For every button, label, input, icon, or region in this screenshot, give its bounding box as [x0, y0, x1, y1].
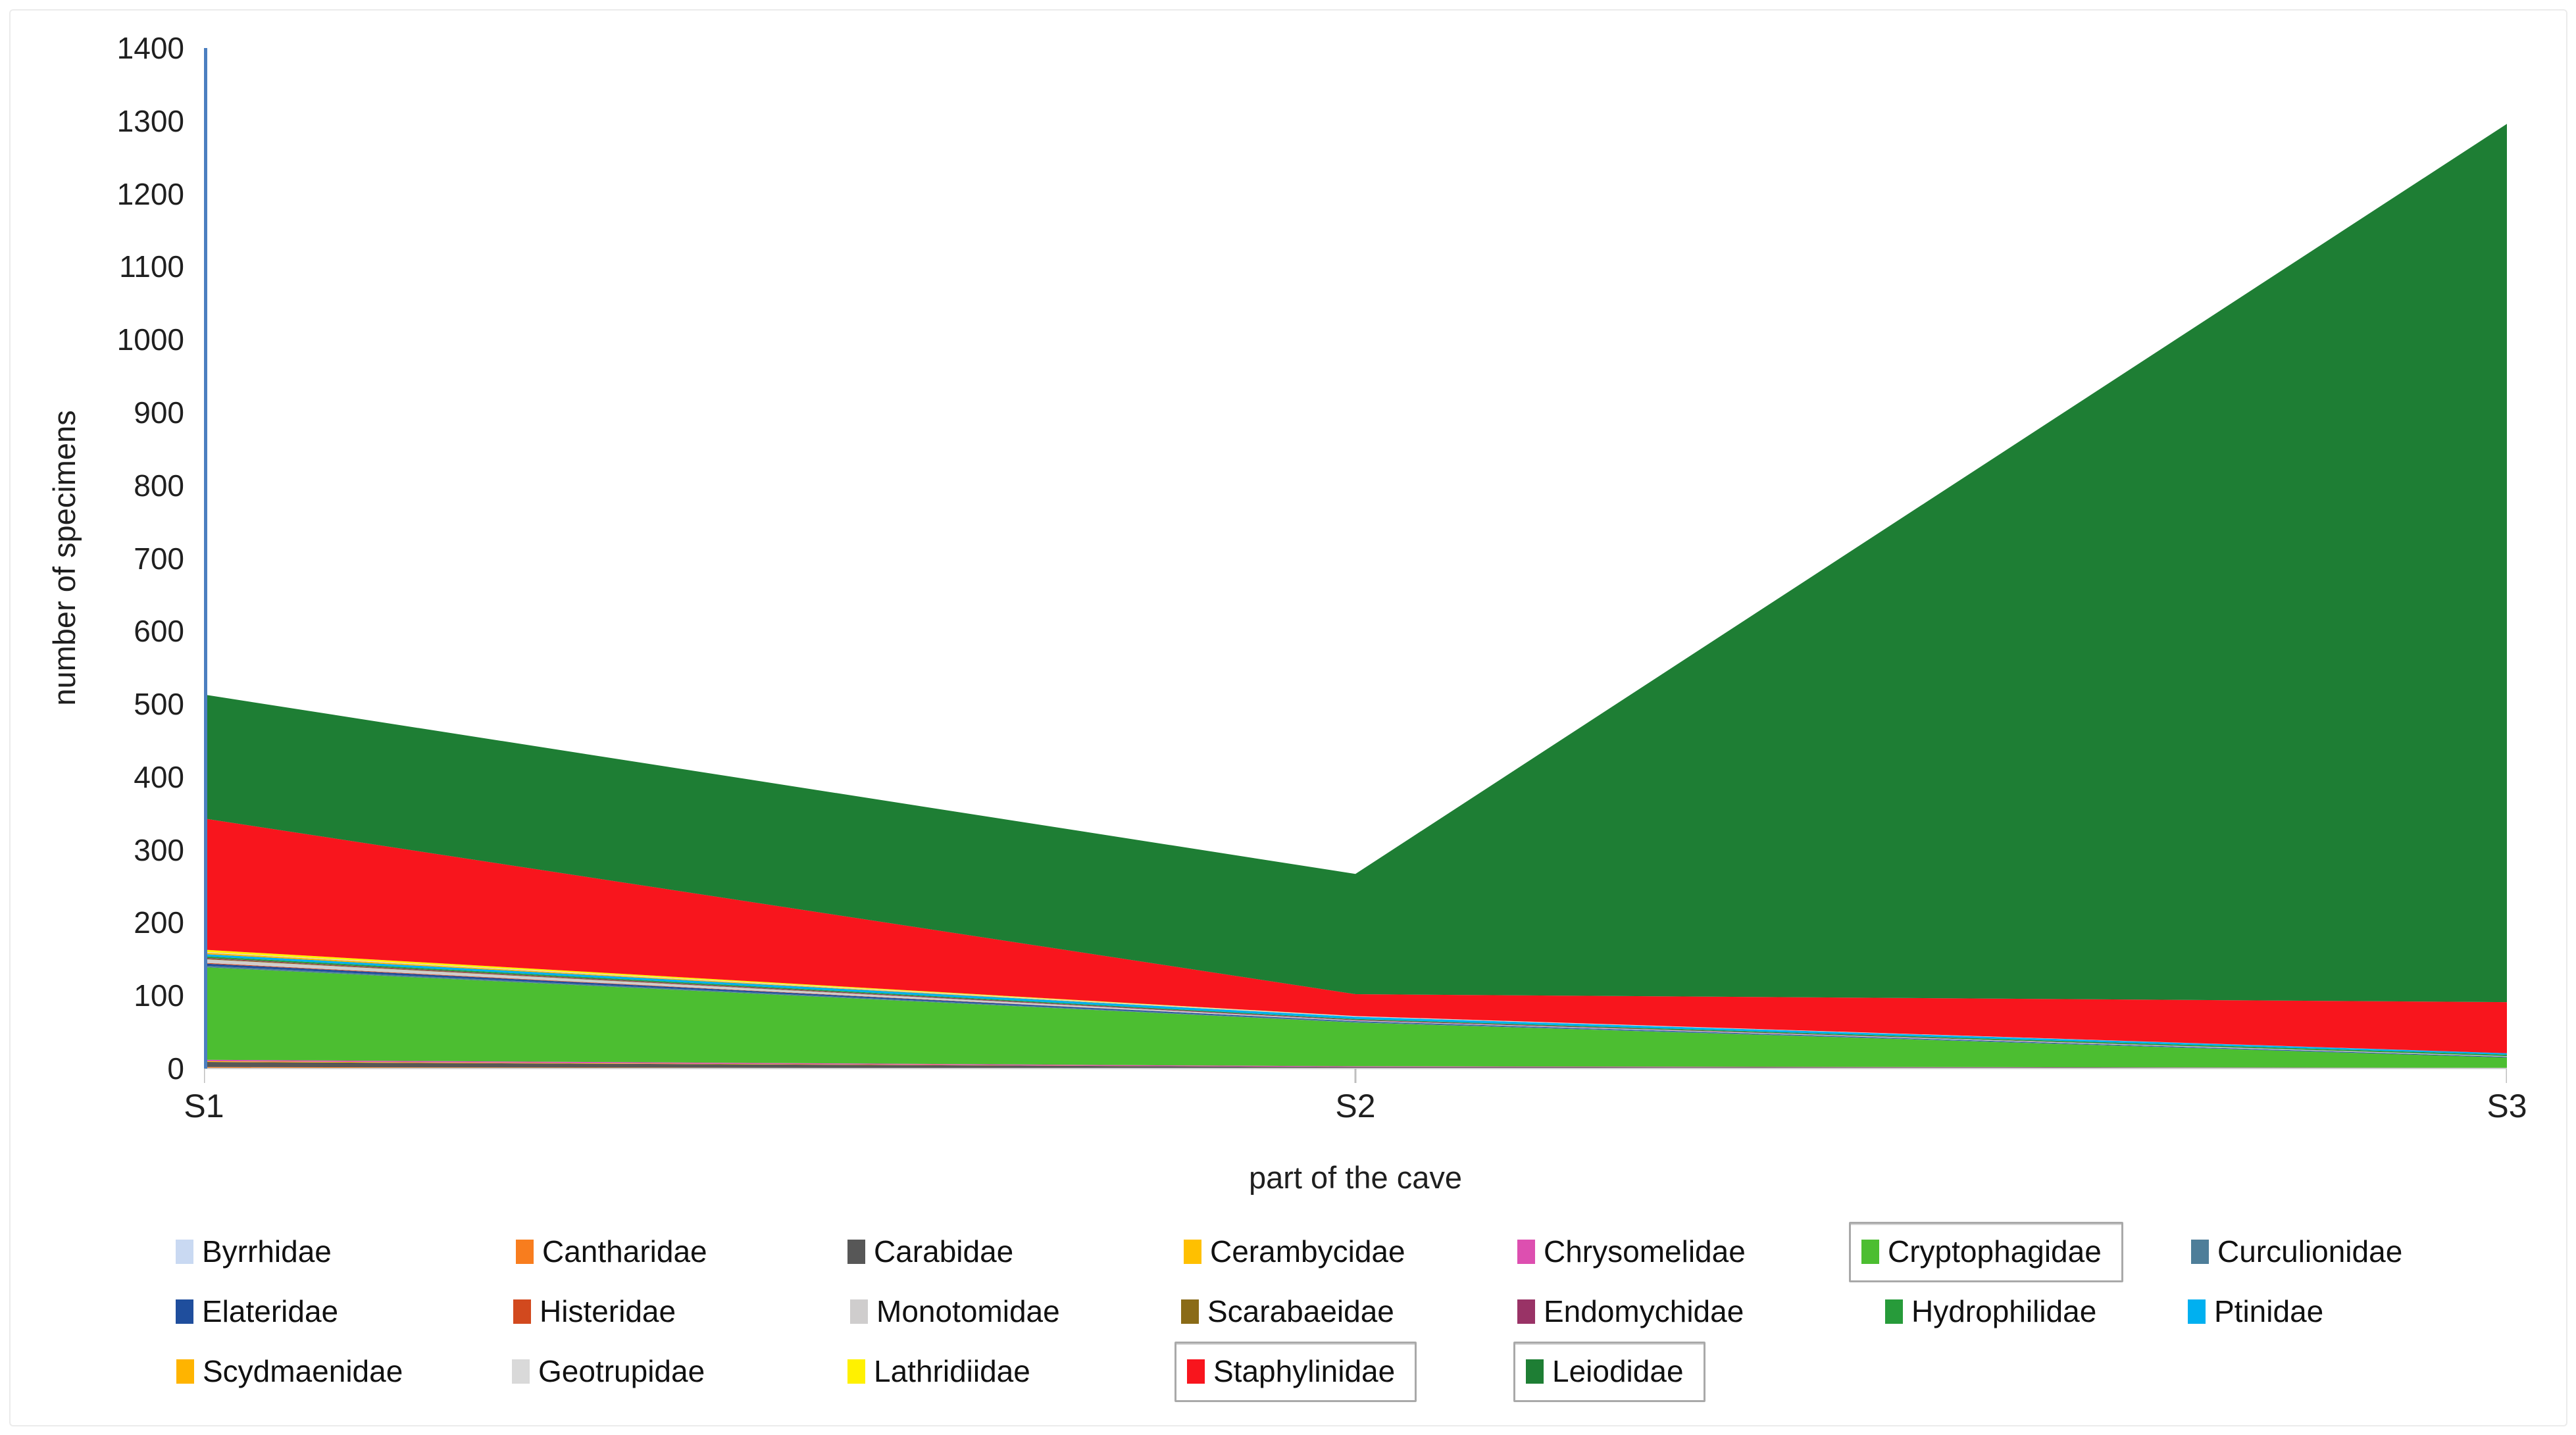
legend-swatch [1181, 1299, 1199, 1324]
legend-label: Hydrophilidae [1911, 1294, 2097, 1328]
y-tick-label: 200 [134, 905, 184, 940]
legend-swatch [1517, 1299, 1535, 1324]
legend-item-hydrophilidae: Hydrophilidae [1885, 1293, 2096, 1330]
legend-item-curculionidae: Curculionidae [2191, 1233, 2402, 1270]
legend-item-leiodidae: Leiodidae [1513, 1342, 1705, 1402]
y-tick-label: 1000 [116, 322, 184, 357]
legend-swatch [516, 1239, 534, 1264]
legend-swatch [1184, 1239, 1201, 1264]
legend-item-byrrhidae: Byrrhidae [176, 1233, 332, 1270]
legend-swatch [176, 1359, 194, 1384]
y-tick-label: 500 [134, 687, 184, 722]
y-tick-label: 1300 [116, 103, 184, 138]
legend-swatch [847, 1359, 865, 1384]
legend-swatch [176, 1239, 193, 1264]
legend-swatch [1885, 1299, 1903, 1324]
y-tick-label: 600 [134, 614, 184, 649]
y-tick-label: 0 [167, 1051, 184, 1086]
legend-item-ptinidae: Ptinidae [2188, 1293, 2323, 1330]
area-leiodidae [204, 124, 2507, 1003]
legend-item-histeridae: Histeridae [513, 1293, 676, 1330]
y-tick-label: 400 [134, 759, 184, 794]
figure-frame [9, 9, 2567, 1426]
y-axis-line [204, 48, 207, 1069]
area-cryptophagidae [204, 967, 2507, 1068]
legend-label: Monotomidae [876, 1294, 1060, 1328]
legend-swatch [1187, 1359, 1205, 1384]
area-carabidae [204, 1062, 2507, 1069]
legend-label: Curculionidae [2217, 1234, 2403, 1269]
y-tick-label: 300 [134, 832, 184, 867]
x-tick-label: S1 [184, 1088, 224, 1124]
x-tick-label: S3 [2487, 1088, 2527, 1124]
legend-item-staphylinidae: Staphylinidae [1174, 1342, 1417, 1402]
legend-swatch [2191, 1239, 2209, 1264]
legend-item-scydmaenidae: Scydmaenidae [176, 1353, 403, 1390]
legend-swatch [176, 1299, 193, 1324]
legend-item-monotomidae: Monotomidae [850, 1293, 1060, 1330]
legend-swatch [1517, 1239, 1535, 1264]
legend-swatch [1526, 1359, 1544, 1384]
legend-label: Chrysomelidae [1544, 1234, 1746, 1269]
legend-label: Lathridiidae [874, 1354, 1030, 1388]
legend-swatch [1861, 1239, 1879, 1264]
legend-swatch [847, 1239, 865, 1264]
legend-label: Staphylinidae [1213, 1354, 1396, 1388]
legend-label: Elateridae [202, 1294, 339, 1328]
legend-label: Byrrhidae [202, 1234, 332, 1269]
x-axis-title: part of the cave [1249, 1160, 1462, 1195]
y-tick-label: 1200 [116, 176, 184, 211]
legend-label: Scydmaenidae [203, 1354, 403, 1388]
legend-swatch [2188, 1299, 2206, 1324]
legend-label: Scarabaeidae [1207, 1294, 1394, 1328]
legend-label: Cerambycidae [1210, 1234, 1405, 1269]
legend-item-cantharidae: Cantharidae [516, 1233, 707, 1270]
y-tick-label: 700 [134, 541, 184, 576]
legend-item-elateridae: Elateridae [176, 1293, 338, 1330]
legend-item-scarabaeidae: Scarabaeidae [1181, 1293, 1394, 1330]
legend-swatch [850, 1299, 868, 1324]
y-tick-label: 100 [134, 978, 184, 1013]
legend-label: Endomychidae [1544, 1294, 1744, 1328]
legend-label: Leiodidae [1552, 1354, 1684, 1388]
y-tick-label: 1400 [116, 31, 184, 65]
legend-item-geotrupidae: Geotrupidae [512, 1353, 705, 1390]
legend-item-carabidae: Carabidae [847, 1233, 1013, 1270]
legend-item-endomychidae: Endomychidae [1517, 1293, 1744, 1330]
y-tick-label: 800 [134, 468, 184, 503]
legend-item-lathridiidae: Lathridiidae [847, 1353, 1030, 1390]
area-staphylinidae [204, 818, 2507, 1053]
stacked-area-plot [203, 48, 2508, 1083]
legend-item-chrysomelidae: Chrysomelidae [1517, 1233, 1746, 1270]
y-tick-label: 900 [134, 395, 184, 430]
legend-label: Ptinidae [2214, 1294, 2324, 1328]
legend-label: Histeridae [540, 1294, 676, 1328]
legend-item-cerambycidae: Cerambycidae [1184, 1233, 1405, 1270]
legend-swatch [513, 1299, 531, 1324]
legend-label: Cryptophagidae [1888, 1234, 2102, 1269]
legend-swatch [512, 1359, 530, 1384]
plot-area [203, 48, 2508, 1089]
y-tick-label: 1100 [119, 249, 184, 284]
legend-item-cryptophagidae: Cryptophagidae [1849, 1222, 2123, 1282]
legend-label: Geotrupidae [538, 1354, 705, 1388]
x-tick-label: S2 [1335, 1088, 1376, 1124]
legend-label: Cantharidae [542, 1234, 707, 1269]
legend-label: Carabidae [874, 1234, 1014, 1269]
